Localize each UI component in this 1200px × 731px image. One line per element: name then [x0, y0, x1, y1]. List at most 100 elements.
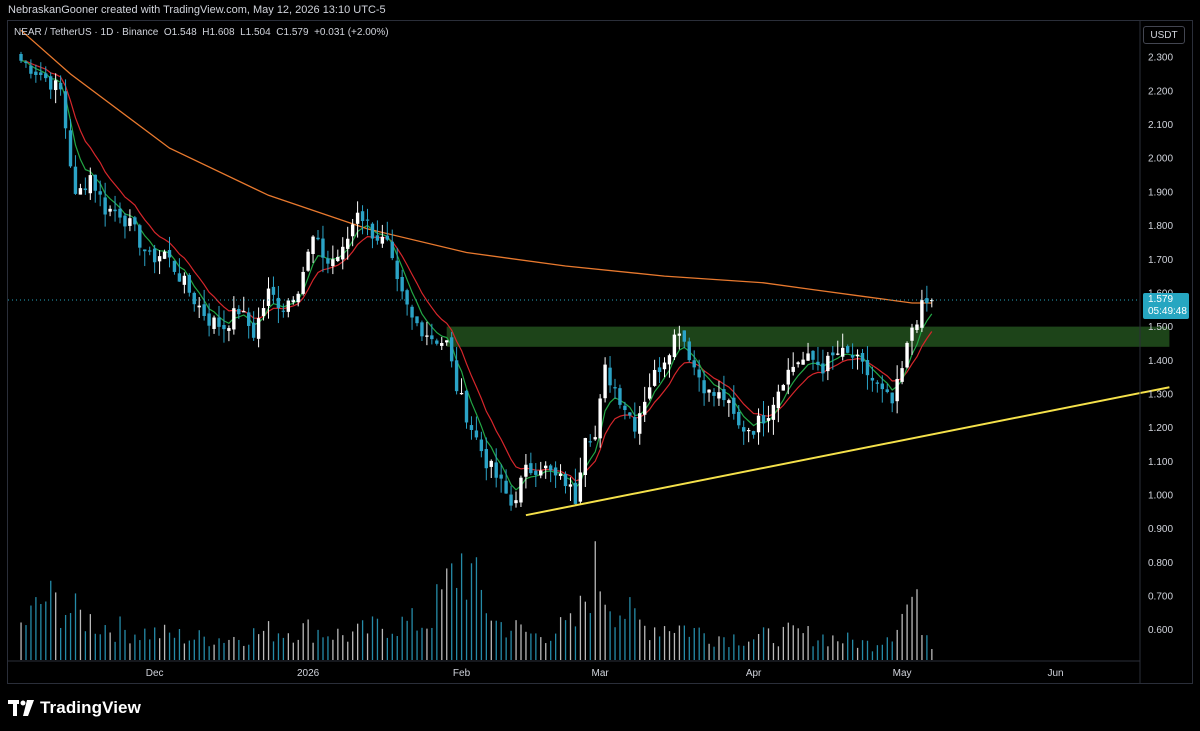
- volume-bar: [663, 626, 666, 660]
- tradingview-logo-icon: [8, 700, 34, 716]
- y-tick-label: 0.900: [1148, 524, 1173, 535]
- volume-bar: [159, 638, 161, 660]
- volume-bars: [20, 541, 933, 660]
- volume-bar: [60, 627, 62, 660]
- volume-bar: [807, 626, 809, 660]
- volume-bar: [614, 627, 616, 660]
- volume-bar: [520, 624, 522, 660]
- volume-bar: [426, 628, 428, 660]
- candle-body: [905, 342, 909, 368]
- candle-body: [900, 368, 904, 382]
- candle-body: [766, 418, 771, 421]
- volume-bar: [480, 589, 483, 660]
- candle-body: [380, 236, 385, 244]
- candle-body: [242, 311, 246, 313]
- candle-body: [633, 417, 637, 432]
- volume-bar: [173, 637, 176, 660]
- volume-bar: [69, 613, 72, 660]
- candle-body: [534, 470, 538, 475]
- candle-body: [93, 174, 97, 191]
- volume-bar: [119, 616, 121, 660]
- candle-body: [78, 188, 83, 195]
- candle-body: [865, 360, 870, 376]
- volume-bar: [733, 634, 735, 660]
- volume-bar: [89, 614, 91, 660]
- volume-bar: [535, 633, 537, 660]
- volume-bar: [644, 625, 646, 660]
- volume-bar: [797, 628, 799, 660]
- candle-body: [350, 224, 355, 237]
- candle-body: [148, 250, 152, 252]
- volume-bar: [787, 622, 789, 660]
- candle-body: [306, 251, 310, 271]
- volume-bar: [357, 623, 359, 660]
- candle-body: [118, 208, 122, 218]
- volume-bar: [683, 625, 685, 660]
- candle-body: [167, 250, 172, 258]
- candle-body: [821, 363, 825, 374]
- candle-body: [395, 260, 399, 280]
- candle-body: [425, 335, 429, 337]
- candle-body: [524, 464, 528, 477]
- candle-body: [672, 334, 677, 358]
- volume-bar: [861, 640, 864, 660]
- candle-body: [746, 429, 751, 432]
- candle-body: [806, 353, 810, 361]
- axes: 2.3002.2002.1002.0001.9001.8001.7001.600…: [8, 21, 1173, 683]
- candle-body: [133, 217, 137, 225]
- volume-bar: [99, 634, 101, 660]
- x-tick-label: Dec: [146, 668, 164, 679]
- volume-bar: [238, 639, 240, 660]
- volume-bar: [842, 643, 844, 660]
- candle-body: [24, 61, 28, 64]
- volume-bar: [436, 584, 438, 660]
- candle-body: [875, 382, 880, 384]
- volume-bar: [431, 627, 433, 660]
- volume-bar: [134, 634, 136, 660]
- volume-bar: [451, 563, 453, 660]
- ma-slow-line: [20, 29, 932, 304]
- candle-body: [563, 473, 568, 487]
- candle-body: [474, 430, 479, 438]
- volume-bar: [282, 637, 285, 660]
- candle-body: [420, 322, 424, 337]
- footer-brand[interactable]: TradingView: [8, 697, 141, 719]
- close-label: C: [276, 27, 284, 38]
- candle-body: [657, 367, 662, 373]
- volume-bar: [342, 635, 344, 660]
- currency-selector[interactable]: USDT: [1143, 26, 1185, 44]
- low-label: L: [240, 27, 246, 38]
- volume-bar: [292, 642, 294, 660]
- volume-bar: [74, 593, 77, 660]
- candle-body: [34, 71, 38, 75]
- candle-body: [687, 341, 691, 361]
- volume-bar: [510, 630, 512, 660]
- candle-body: [737, 411, 741, 426]
- volume-bar: [525, 631, 527, 660]
- candle-body: [608, 367, 612, 386]
- chart-frame[interactable]: [7, 20, 1193, 684]
- y-tick-label: 1.200: [1148, 423, 1173, 434]
- volume-bar: [233, 636, 235, 660]
- volume-bar: [594, 541, 596, 660]
- volume-bar: [386, 637, 388, 660]
- candle-body: [816, 361, 820, 365]
- volume-bar: [866, 640, 869, 660]
- candle-body: [880, 383, 884, 390]
- volume-bar: [634, 608, 636, 660]
- volume-bar: [45, 601, 47, 660]
- last-price-tag: 1.579 05:49:48: [1143, 293, 1189, 319]
- volume-bar: [673, 632, 676, 660]
- candle-body: [341, 246, 345, 260]
- candle-body: [776, 391, 781, 409]
- volume-bar: [352, 631, 354, 660]
- candle-body: [435, 340, 439, 344]
- candle-body: [697, 369, 701, 378]
- candle-body: [895, 378, 899, 402]
- volume-bar: [574, 626, 577, 660]
- volume-bar: [475, 557, 478, 660]
- volume-bar: [654, 627, 656, 660]
- candle-body: [930, 300, 934, 302]
- volume-bar: [20, 622, 22, 660]
